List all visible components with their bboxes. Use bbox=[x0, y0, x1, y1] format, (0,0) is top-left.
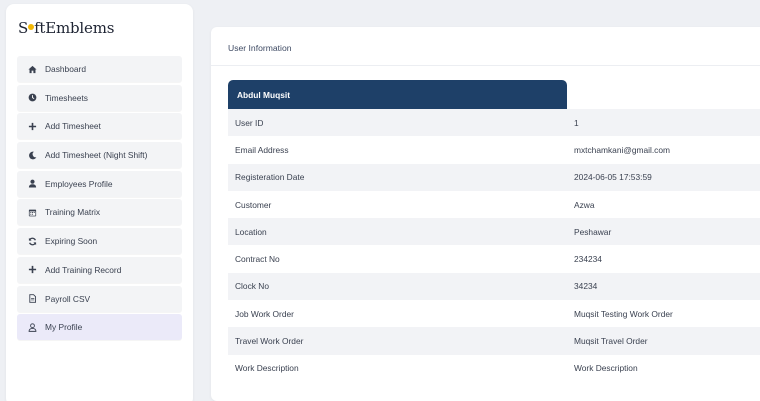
user-name-header: Abdul Muqsit bbox=[228, 80, 567, 109]
row-label: Work Description bbox=[235, 363, 299, 374]
row-value: Work Description bbox=[574, 363, 638, 374]
user-icon bbox=[27, 179, 37, 189]
sidebar-item-dashboard[interactable]: Dashboard bbox=[17, 56, 182, 82]
table-row: Email Address mxtchamkani@gmail.com bbox=[228, 136, 760, 163]
plus-icon bbox=[27, 265, 37, 275]
logo-dot-icon bbox=[28, 24, 35, 30]
calendar-icon bbox=[27, 207, 37, 217]
sidebar-item-add-timesheet[interactable]: Add Timesheet bbox=[17, 113, 182, 140]
sidebar-item-label: Add Timesheet (Night Shift) bbox=[45, 150, 148, 161]
sidebar-item-label: Payroll CSV bbox=[45, 293, 91, 304]
row-label: Location bbox=[235, 226, 267, 237]
sidebar-item-label: Add Timesheet bbox=[45, 121, 101, 132]
row-label: Travel Work Order bbox=[235, 336, 304, 347]
logo[interactable]: S ftEmblems bbox=[18, 19, 114, 37]
user-information-card: User Information Abdul Muqsit User ID 1 … bbox=[211, 27, 760, 401]
table-row: Job Work Order Muqsit Testing Work Order bbox=[228, 300, 760, 327]
sidebar: S ftEmblems Dashboard Timesheets Add Tim… bbox=[6, 4, 193, 401]
row-value: mxtchamkani@gmail.com bbox=[574, 144, 670, 155]
sidebar-item-expiring-soon[interactable]: Expiring Soon bbox=[17, 228, 182, 255]
row-value: 1 bbox=[574, 117, 579, 128]
table-row: Clock No 34234 bbox=[228, 272, 760, 301]
sidebar-item-employees-profile[interactable]: Employees Profile bbox=[17, 170, 182, 197]
home-icon bbox=[27, 64, 37, 74]
sidebar-item-label: Expiring Soon bbox=[45, 236, 98, 247]
sidebar-item-label: My Profile bbox=[45, 322, 83, 333]
row-label: Registeration Date bbox=[235, 172, 305, 183]
sidebar-item-my-profile[interactable]: My Profile bbox=[17, 314, 182, 341]
row-value: Peshawar bbox=[574, 226, 612, 237]
divider bbox=[211, 65, 760, 66]
row-label: Email Address bbox=[235, 144, 289, 155]
sidebar-item-add-training-record[interactable]: Add Training Record bbox=[17, 256, 182, 283]
table-row: User ID 1 bbox=[228, 109, 760, 137]
sidebar-item-add-timesheet-night[interactable]: Add Timesheet (Night Shift) bbox=[17, 142, 182, 169]
row-value: 234234 bbox=[574, 254, 602, 265]
row-value: Muqsit Testing Work Order bbox=[574, 308, 673, 319]
sidebar-item-training-matrix[interactable]: Training Matrix bbox=[17, 199, 182, 226]
sidebar-item-label: Add Training Record bbox=[45, 264, 122, 275]
user-info-table: User ID 1 Email Address mxtchamkani@gmai… bbox=[228, 109, 760, 382]
card-title: User Information bbox=[228, 43, 292, 53]
sidebar-item-label: Employees Profile bbox=[45, 178, 113, 189]
table-row: Travel Work Order Muqsit Travel Order bbox=[228, 327, 760, 355]
table-row: Registeration Date 2024-06-05 17:53:59 bbox=[228, 163, 760, 191]
table-row: Work Description Work Description bbox=[228, 355, 760, 382]
logo-text-start: S bbox=[18, 19, 29, 37]
row-value: Muqsit Travel Order bbox=[574, 336, 648, 347]
table-row: Location Peshawar bbox=[228, 218, 760, 246]
row-label: Clock No bbox=[235, 281, 269, 292]
sync-icon bbox=[27, 236, 37, 246]
row-label: User ID bbox=[235, 117, 264, 128]
file-icon bbox=[27, 294, 37, 304]
row-value: 34234 bbox=[574, 281, 598, 292]
user-outline-icon bbox=[27, 322, 37, 332]
sidebar-item-label: Dashboard bbox=[45, 64, 86, 74]
row-value: Azwa bbox=[574, 199, 595, 210]
table-row: Customer Azwa bbox=[228, 191, 760, 218]
moon-icon bbox=[27, 150, 37, 160]
clock-icon bbox=[27, 93, 37, 103]
row-value: 2024-06-05 17:53:59 bbox=[574, 172, 652, 183]
table-row: Contract No 234234 bbox=[228, 245, 760, 272]
row-label: Contract No bbox=[235, 254, 280, 265]
sidebar-item-payroll-csv[interactable]: Payroll CSV bbox=[17, 285, 182, 312]
sidebar-menu: Dashboard Timesheets Add Timesheet Add T… bbox=[17, 56, 182, 343]
sidebar-item-label: Timesheets bbox=[45, 92, 88, 103]
sidebar-item-label: Training Matrix bbox=[45, 207, 101, 218]
sidebar-item-timesheets[interactable]: Timesheets bbox=[17, 84, 182, 111]
row-label: Customer bbox=[235, 199, 272, 210]
plus-icon bbox=[27, 121, 37, 131]
logo-text-end: ftEmblems bbox=[34, 19, 115, 37]
row-label: Job Work Order bbox=[235, 308, 294, 319]
